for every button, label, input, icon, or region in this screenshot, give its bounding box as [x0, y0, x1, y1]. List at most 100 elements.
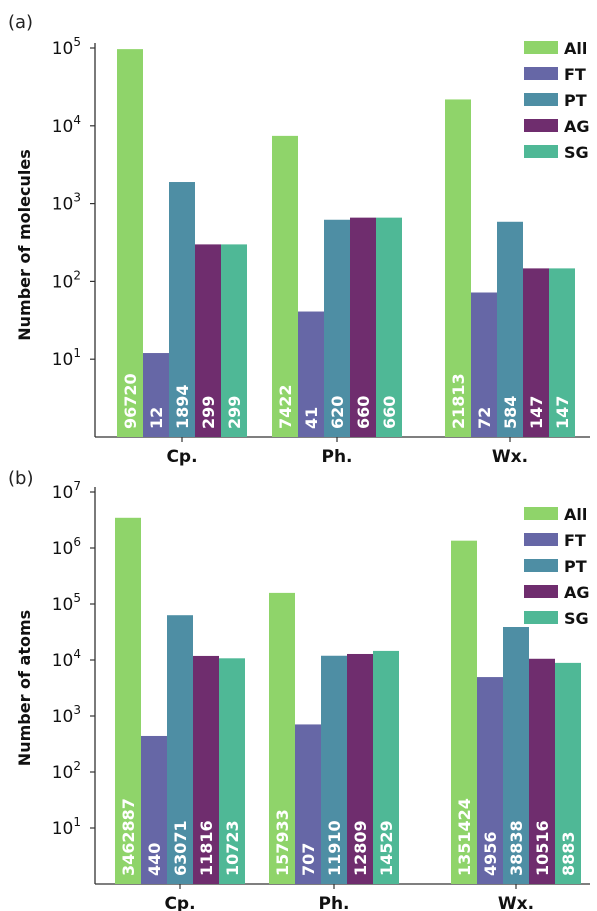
bar-value-label: 707 — [299, 843, 318, 876]
x-tick-label: Cp. — [164, 894, 195, 911]
bar-ag — [193, 655, 219, 884]
bar-sg — [376, 217, 402, 437]
bar-all — [272, 135, 298, 437]
bar-sg — [219, 658, 245, 884]
bar-value-label: 12 — [147, 407, 166, 429]
bar-sg — [373, 650, 399, 884]
legend-label: PT — [564, 557, 587, 576]
bar-value-label: 147 — [553, 396, 572, 429]
x-tick-label: Wx. — [498, 894, 534, 911]
panel-label: (a) — [8, 12, 33, 33]
tick-exponent: 2 — [73, 268, 81, 282]
panel-label: (b) — [8, 468, 33, 489]
bar-value-label: 660 — [380, 396, 399, 429]
legend-swatch-pt — [524, 93, 558, 106]
legend-label: AG — [564, 117, 590, 136]
bar-ft — [471, 292, 497, 437]
bar-value-label: 660 — [354, 396, 373, 429]
y-tick-label: 103 — [52, 703, 81, 727]
bar-pt — [169, 182, 195, 437]
legend-swatch-pt — [524, 559, 558, 572]
bar-value-label: 4956 — [481, 831, 500, 876]
bar-value-label: 299 — [225, 396, 244, 429]
x-tick-label: Ph. — [318, 894, 349, 911]
legend-swatch-sg — [524, 611, 558, 624]
x-tick-label: Ph. — [321, 447, 352, 467]
legend-label: SG — [564, 143, 589, 162]
y-tick-label: 101 — [52, 815, 81, 839]
bar-value-label: 299 — [199, 396, 218, 429]
tick-exponent: 6 — [73, 535, 81, 549]
bar-all — [117, 49, 143, 437]
bar-value-label: 157933 — [273, 809, 292, 876]
y-axis-title: Number of atoms — [15, 610, 34, 766]
y-tick-label: 106 — [52, 535, 81, 559]
bar-value-label: 1894 — [173, 384, 192, 429]
legend-swatch-ag — [524, 585, 558, 598]
bar-value-label: 11910 — [325, 820, 344, 876]
chart-panel-a: (a) 101 102 103 104 105 Number of molecules 967… — [8, 12, 590, 467]
bar-value-label: 7422 — [276, 384, 295, 429]
y-tick-label: 105 — [52, 591, 81, 615]
bar-value-label: 11816 — [197, 820, 216, 876]
legend-label: All — [564, 39, 587, 58]
legend-swatch-ft — [524, 533, 558, 546]
bar-ft — [298, 311, 324, 437]
bar-ft — [143, 353, 169, 437]
bar-sg — [549, 268, 575, 437]
tick-exponent: 1 — [73, 815, 81, 829]
bar-value-label: 147 — [527, 396, 546, 429]
y-tick-label: 105 — [52, 35, 81, 59]
bar-value-label: 21813 — [449, 373, 468, 429]
bar-all — [445, 99, 471, 438]
y-tick-label: 103 — [52, 191, 81, 215]
legend-swatch-all — [524, 41, 558, 54]
bar-value-label: 584 — [501, 396, 520, 429]
bar-value-label: 12809 — [351, 820, 370, 876]
bar-value-label: 440 — [145, 843, 164, 876]
bar-pt — [503, 627, 529, 884]
bar-value-label: 3462887 — [119, 798, 138, 876]
y-tick-label: 102 — [52, 759, 81, 783]
bar-all — [115, 517, 141, 884]
tick-exponent: 5 — [73, 35, 81, 49]
bar-ft — [295, 724, 321, 884]
y-tick-label: 104 — [52, 647, 81, 671]
tick-exponent: 4 — [73, 647, 81, 661]
legend-swatch-sg — [524, 145, 558, 158]
bar-value-label: 8883 — [559, 831, 578, 876]
bar-ag — [529, 658, 555, 884]
bar-pt — [321, 655, 347, 884]
bar-ag — [195, 244, 221, 437]
legend-swatch-ft — [524, 67, 558, 80]
legend-label: FT — [564, 65, 586, 84]
bar-value-label: 38838 — [507, 820, 526, 876]
bar-ag — [523, 268, 549, 437]
x-tick-label: Cp. — [166, 447, 197, 467]
y-tick-label: 107 — [52, 479, 81, 503]
y-tick-label: 101 — [52, 346, 81, 370]
bar-pt — [167, 615, 193, 884]
bar-value-label: 1351424 — [455, 798, 474, 876]
tick-exponent: 3 — [73, 703, 81, 717]
bar-value-label: 96720 — [121, 373, 140, 429]
bar-value-label: 63071 — [171, 820, 190, 876]
bar-all — [451, 540, 477, 884]
bar-value-label: 10516 — [533, 820, 552, 876]
tick-exponent: 7 — [73, 479, 81, 493]
legend-swatch-all — [524, 507, 558, 520]
legend: All FT PT AG SG — [524, 505, 590, 628]
y-tick-label: 104 — [52, 113, 81, 137]
bar-all — [269, 592, 295, 884]
tick-exponent: 2 — [73, 759, 81, 773]
legend: All FT PT AG SG — [524, 39, 590, 162]
tick-exponent: 1 — [73, 346, 81, 360]
legend-label: All — [564, 505, 587, 524]
bar-ft — [477, 677, 503, 884]
bar-value-label: 620 — [328, 396, 347, 429]
legend-label: FT — [564, 531, 586, 550]
bar-ag — [347, 653, 373, 884]
bar-sg — [221, 244, 247, 437]
bar-pt — [497, 221, 523, 437]
